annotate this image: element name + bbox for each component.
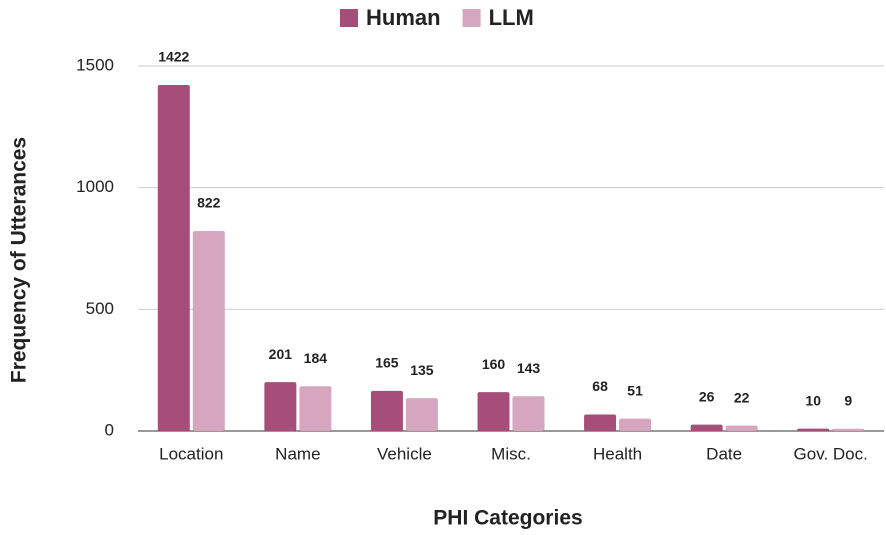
x-tick-label: Misc. xyxy=(491,444,531,463)
value-label: 68 xyxy=(592,378,608,394)
x-tick-label: Name xyxy=(275,444,320,463)
bar xyxy=(405,398,438,431)
y-tick-label: 500 xyxy=(86,299,114,318)
legend-label: Human xyxy=(366,5,441,30)
bar xyxy=(157,84,190,431)
bar xyxy=(192,230,225,431)
bar xyxy=(584,414,617,431)
x-tick-label: Date xyxy=(706,444,742,463)
bar xyxy=(797,428,830,431)
value-label: 9 xyxy=(844,393,852,409)
y-tick-label: 1000 xyxy=(76,177,114,196)
bar xyxy=(477,392,510,431)
value-label: 160 xyxy=(482,356,506,372)
bar xyxy=(619,418,652,431)
y-tick-label: 1500 xyxy=(76,55,114,74)
x-tick-label: Health xyxy=(593,444,642,463)
value-label: 51 xyxy=(627,382,643,398)
bar xyxy=(299,386,332,431)
value-label: 22 xyxy=(734,389,750,405)
y-tick-label: 0 xyxy=(105,420,114,439)
value-label: 1422 xyxy=(158,49,189,65)
value-label: 26 xyxy=(699,388,715,404)
legend-swatch xyxy=(462,9,481,27)
bar xyxy=(370,390,403,431)
value-label: 201 xyxy=(269,346,293,362)
y-axis-title: Frequency of Utterances xyxy=(8,137,31,383)
value-label: 184 xyxy=(304,350,328,366)
legend-swatch xyxy=(340,9,358,27)
value-label: 10 xyxy=(805,392,821,408)
bar xyxy=(725,425,758,431)
x-tick-label: Location xyxy=(159,444,223,463)
x-tick-label: Vehicle xyxy=(377,444,432,463)
bar xyxy=(512,396,545,431)
bar xyxy=(690,424,723,431)
value-label: 165 xyxy=(375,355,399,371)
bar xyxy=(264,382,297,431)
value-label: 822 xyxy=(197,195,221,211)
value-label: 143 xyxy=(517,360,541,376)
bar xyxy=(832,428,865,431)
x-axis-title: PHI Categories xyxy=(433,507,582,530)
x-tick-label: Gov. Doc. xyxy=(794,444,868,463)
legend-label: LLM xyxy=(489,5,534,30)
value-label: 135 xyxy=(410,362,434,378)
